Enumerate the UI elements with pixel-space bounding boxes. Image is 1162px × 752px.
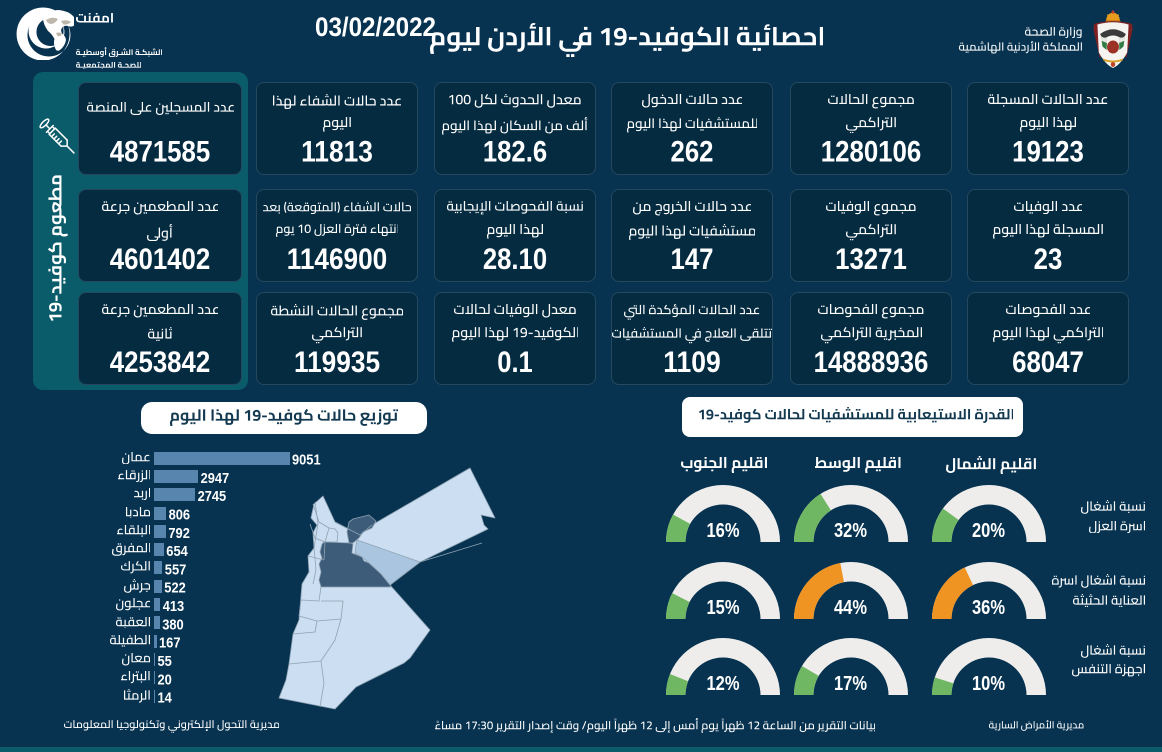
svg-text:36%: 36% bbox=[972, 597, 1005, 619]
svg-text:14888936: 14888936 bbox=[814, 346, 929, 379]
svg-text:1146900: 1146900 bbox=[287, 243, 388, 276]
svg-text:413: 413 bbox=[163, 599, 185, 615]
svg-text:11813: 11813 bbox=[301, 136, 373, 169]
svg-text:20%: 20% bbox=[972, 520, 1005, 542]
svg-text:182.6: 182.6 bbox=[483, 136, 547, 169]
svg-text:522: 522 bbox=[164, 581, 186, 597]
svg-text:55: 55 bbox=[158, 654, 172, 670]
svg-text:2947: 2947 bbox=[201, 471, 230, 487]
svg-text:119935: 119935 bbox=[294, 346, 380, 379]
svg-text:32%: 32% bbox=[834, 520, 867, 542]
svg-text:44%: 44% bbox=[834, 597, 867, 619]
svg-text:20: 20 bbox=[158, 672, 172, 688]
svg-text:167: 167 bbox=[159, 636, 181, 652]
svg-text:03/02/2022: 03/02/2022 bbox=[315, 12, 436, 42]
svg-text:0.1: 0.1 bbox=[497, 346, 533, 379]
svg-text:23: 23 bbox=[1034, 243, 1063, 276]
svg-text:654: 654 bbox=[166, 544, 188, 560]
svg-text:2745: 2745 bbox=[198, 489, 227, 505]
svg-text:4601402: 4601402 bbox=[110, 243, 211, 276]
svg-text:68047: 68047 bbox=[1012, 346, 1084, 379]
svg-text:9051: 9051 bbox=[292, 453, 321, 469]
svg-text:13271: 13271 bbox=[835, 243, 907, 276]
svg-text:1280106: 1280106 bbox=[821, 136, 922, 169]
svg-text:262: 262 bbox=[671, 136, 714, 169]
svg-text:10%: 10% bbox=[972, 673, 1005, 695]
svg-text:17%: 17% bbox=[834, 673, 867, 695]
svg-text:15%: 15% bbox=[707, 597, 740, 619]
svg-text:1109: 1109 bbox=[663, 346, 720, 379]
svg-text:147: 147 bbox=[671, 243, 714, 276]
svg-text:28.10: 28.10 bbox=[483, 243, 547, 276]
svg-text:12%: 12% bbox=[707, 673, 740, 695]
svg-text:792: 792 bbox=[168, 526, 190, 542]
svg-text:557: 557 bbox=[165, 562, 187, 578]
svg-text:19123: 19123 bbox=[1012, 136, 1084, 169]
svg-text:380: 380 bbox=[162, 617, 184, 633]
svg-text:4253842: 4253842 bbox=[110, 346, 211, 379]
svg-text:806: 806 bbox=[169, 508, 191, 524]
svg-text:16%: 16% bbox=[707, 520, 740, 542]
svg-text:4871585: 4871585 bbox=[110, 136, 211, 169]
svg-text:14: 14 bbox=[158, 691, 172, 707]
